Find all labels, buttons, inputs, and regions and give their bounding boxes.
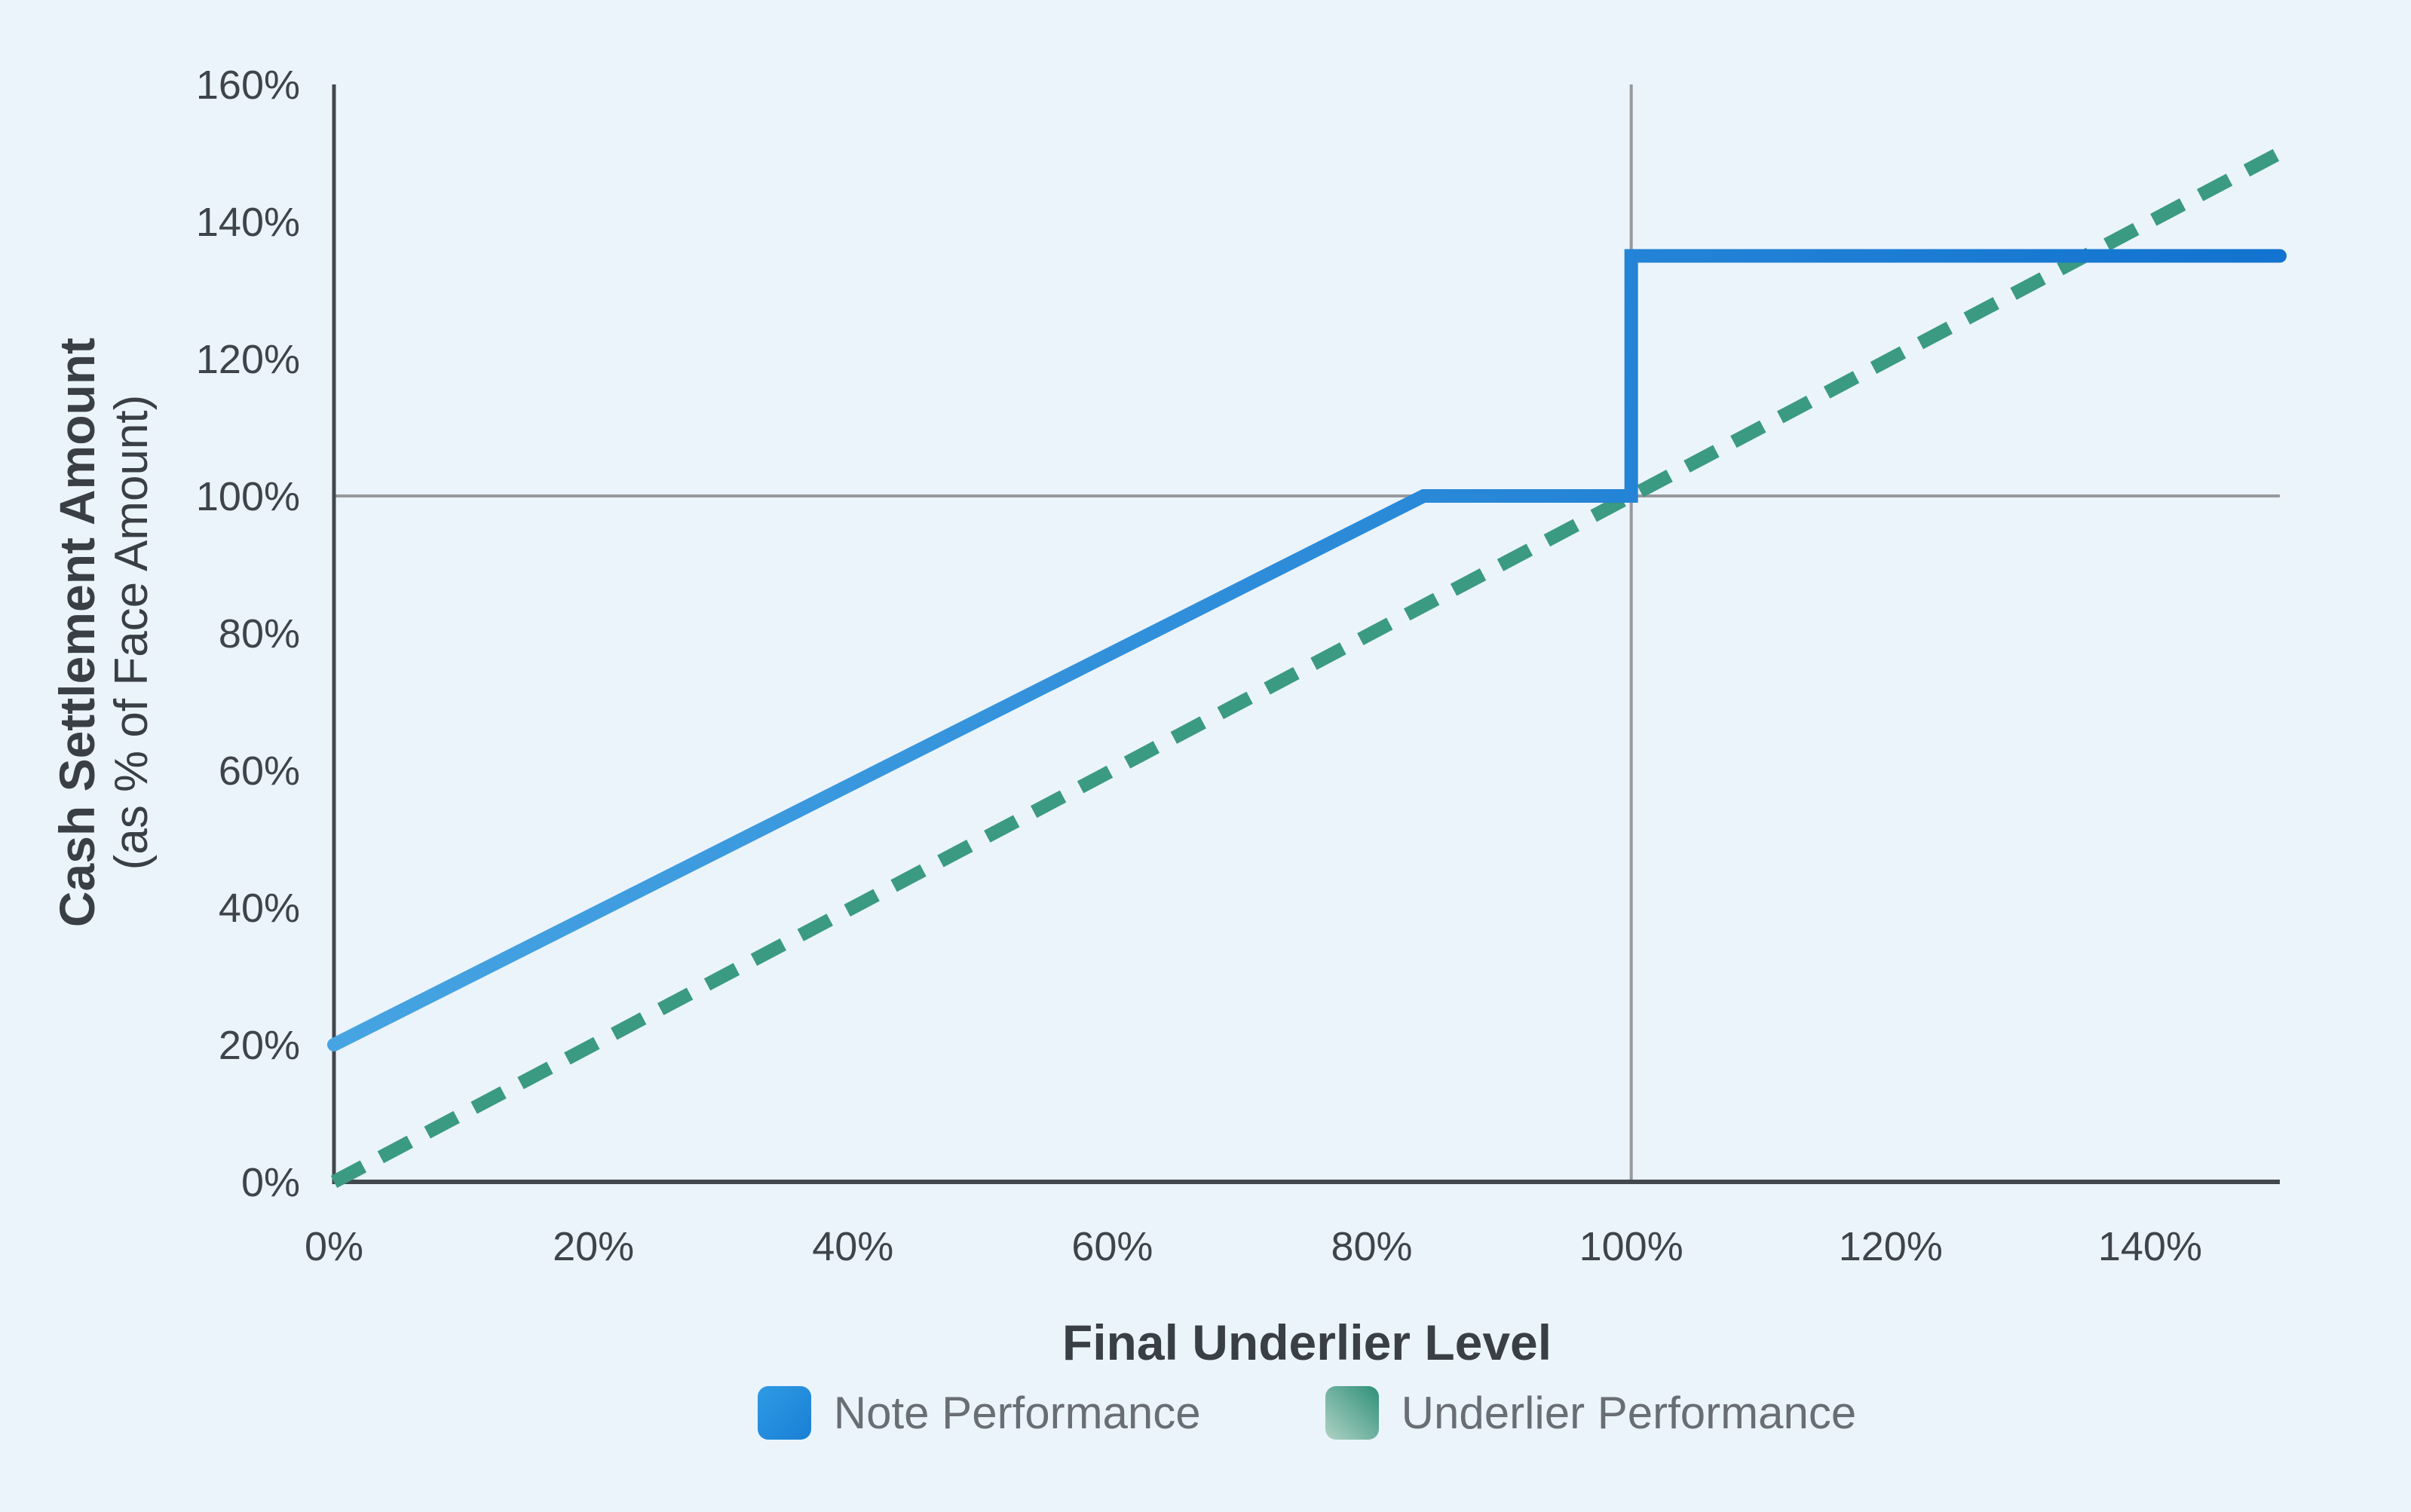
underlier-performance-swatch-icon — [1325, 1386, 1379, 1440]
legend-item-underlier-performance: Underlier Performance — [1325, 1386, 1857, 1440]
y-tick-label: 120% — [196, 337, 300, 382]
y-tick-label: 20% — [219, 1023, 300, 1068]
y-tick-label: 80% — [219, 611, 300, 657]
y-axis-title: Cash Settlement Amount (as % of Face Amo… — [49, 66, 162, 1199]
y-axis-title-line1: Cash Settlement Amount — [49, 337, 105, 928]
underlier-performance-legend-label: Underlier Performance — [1401, 1388, 1857, 1438]
note-performance-legend-label: Note Performance — [833, 1388, 1201, 1438]
legend-item-note-performance: Note Performance — [757, 1386, 1201, 1440]
x-tick-label: 80% — [1331, 1224, 1412, 1269]
y-axis-title-line2: (as % of Face Amount) — [106, 394, 158, 871]
x-tick-label: 140% — [2098, 1224, 2202, 1269]
x-tick-label: 40% — [812, 1224, 893, 1269]
y-tick-label: 60% — [219, 748, 300, 794]
x-tick-label: 120% — [1839, 1224, 1943, 1269]
note-performance-line — [327, 249, 2287, 1051]
y-tick-label: 140% — [196, 200, 300, 245]
x-tick-label: 0% — [305, 1224, 363, 1269]
legend: Note Performance Underlier Performance — [334, 1386, 2280, 1440]
note-performance-swatch-icon — [757, 1386, 811, 1440]
y-tick-label: 0% — [241, 1160, 300, 1205]
y-tick-label: 40% — [219, 886, 300, 931]
x-axis-title: Final Underlier Level — [1062, 1315, 1552, 1370]
underlier-performance-line — [330, 147, 2284, 1188]
x-tick-label: 100% — [1579, 1224, 1683, 1269]
y-tick-label: 160% — [196, 63, 300, 108]
y-tick-label: 100% — [196, 474, 300, 519]
x-tick-label: 60% — [1071, 1224, 1153, 1269]
x-tick-label: 20% — [553, 1224, 634, 1269]
